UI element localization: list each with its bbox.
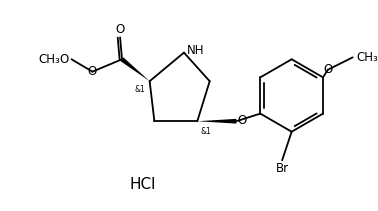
Text: &1: &1 bbox=[200, 127, 211, 136]
Text: Br: Br bbox=[276, 162, 289, 175]
Text: O: O bbox=[323, 63, 333, 76]
Text: O: O bbox=[59, 53, 69, 66]
Text: &1: &1 bbox=[135, 85, 146, 94]
Text: CH₃: CH₃ bbox=[38, 53, 60, 66]
Text: O: O bbox=[115, 23, 125, 37]
Polygon shape bbox=[197, 119, 236, 124]
Text: NH: NH bbox=[187, 44, 204, 57]
Text: O: O bbox=[88, 65, 97, 78]
Text: O: O bbox=[237, 114, 246, 127]
Text: HCl: HCl bbox=[130, 177, 156, 192]
Polygon shape bbox=[121, 57, 150, 81]
Text: CH₃: CH₃ bbox=[356, 51, 378, 64]
